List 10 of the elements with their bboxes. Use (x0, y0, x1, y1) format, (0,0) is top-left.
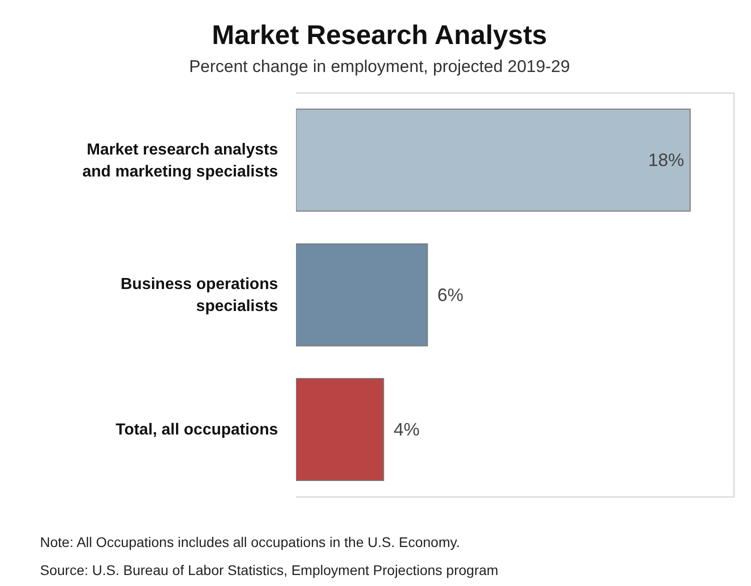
y-tick-label: Business operations specialists (120, 276, 278, 314)
data-label: 4% (394, 419, 420, 440)
y-tick-label: Market research analysts and marketing specialists (82, 140, 278, 180)
data-label: 18% (648, 150, 684, 170)
text: Note: All Occupations includes all occupations in the U.S. Economy. (40, 533, 461, 552)
data-label: 6% (437, 284, 464, 305)
source-note: Source: U.S. Bureau of Labor Statistics, Employment Projections program (40, 561, 500, 580)
chart-subtitle: Percent change in employment, projected 2019-29 (188, 57, 571, 77)
y-tick-label: Total, all occupations (116, 421, 278, 438)
chart-title: Market Research Analysts (210, 19, 548, 51)
